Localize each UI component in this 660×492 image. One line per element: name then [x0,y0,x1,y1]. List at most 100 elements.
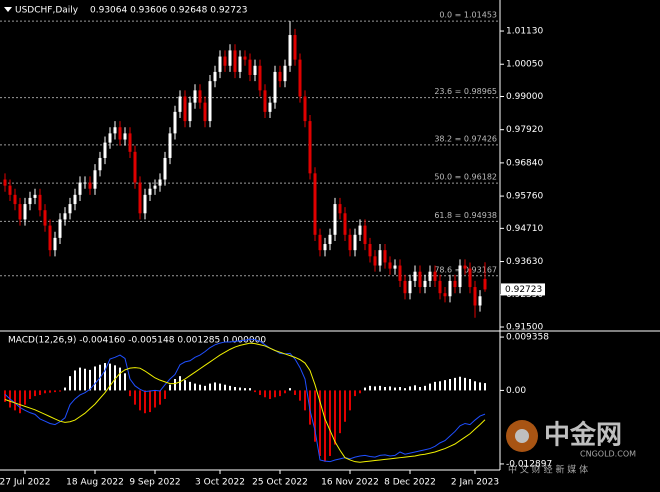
candle-body [133,151,137,183]
histogram-bar [79,367,81,391]
candle-body [78,182,82,195]
histogram-bar [64,387,66,391]
histogram-bar [134,390,136,405]
histogram-bar [54,390,56,393]
histogram-bar [384,386,386,391]
y-tick-label: 0.00 [506,386,526,396]
candle-body [68,204,72,214]
candle-body [198,90,202,103]
site: CNGOLD.COM [580,450,636,459]
histogram-bar [174,379,176,391]
candle-body [13,194,17,205]
candle-body [423,280,427,288]
fib-label: 50.0 = 0.96182 [434,173,497,182]
chart-title: USDCHF,Daily [15,6,79,16]
histogram-bar [124,373,126,391]
histogram-bar [269,390,271,399]
candle-body [183,96,187,122]
candle-body [353,234,357,251]
candle-body [463,265,467,269]
candle-body [28,197,32,205]
candle-body [393,265,397,269]
histogram-bar [334,390,336,445]
candle-body [363,225,367,245]
candle-body [8,185,12,195]
x-tick-label: 27 Jul 2022 [0,478,50,488]
candle-body [203,102,207,122]
candle-body [378,250,382,266]
histogram-bar [239,387,241,391]
candle-body [308,121,312,174]
candle-body [318,234,322,251]
histogram-bar [24,390,26,405]
candle-body [43,210,47,226]
histogram-bar [184,380,186,391]
histogram-bar [114,365,116,391]
histogram-bar [284,390,286,394]
candle-body [128,133,132,152]
candle-body [413,271,417,281]
candle-body [343,213,347,235]
histogram-bar [469,379,471,391]
macd-title: MACD(12,26,9) -0.004160 -0.005148 0.0012… [8,336,266,346]
candle-body [218,56,222,72]
histogram-bar [304,390,306,411]
candle-body [188,102,192,122]
histogram-bar [109,363,111,391]
candle-body [383,250,387,263]
last-price-box [501,283,545,296]
histogram-bar [224,384,226,391]
candle-body [113,127,117,134]
histogram-bar [339,390,341,434]
candle-body [53,237,57,251]
candle-body [228,50,232,66]
candle-body [103,142,107,158]
brand: 中金网 [544,420,622,451]
histogram-bar [209,383,211,391]
candle-body [288,35,292,66]
histogram-bar [264,390,266,398]
y-tick-label: 0.95760 [506,192,543,202]
candle-body [438,280,442,294]
histogram-bar [479,382,481,391]
candle-body [33,194,37,198]
candle-body [323,244,327,251]
candle-body [333,204,337,235]
y-tick-label: 1.00050 [506,60,543,70]
candle-body [368,244,372,257]
x-tick-label: 25 Oct 2022 [252,478,308,488]
quote: 0.93064 0.93606 0.92648 0.92723 [90,6,247,16]
candle-body [178,96,182,112]
symbol-icon [4,7,12,12]
candle-body [73,194,77,205]
candle-body [473,287,477,306]
histogram-bar [349,390,351,411]
y-tick-label: 0.94710 [506,224,543,234]
histogram-bar [14,390,16,411]
candle-body [433,271,437,281]
candle-body [428,271,432,281]
candle-body [358,225,362,235]
candle-body [158,179,162,186]
histogram-bar [234,386,236,391]
candle-body [468,268,472,288]
candle-body [453,280,457,288]
histogram-bar [464,377,466,391]
histogram-bar [379,385,381,391]
histogram-bar [344,390,346,422]
candle-body [148,188,152,195]
x-tick-label: 2 Jan 2023 [451,478,499,488]
histogram-bar [409,386,411,391]
fib-label: 23.6 = 0.98965 [434,87,497,96]
candle-body [313,173,317,235]
histogram-bar [139,390,141,411]
candle-body [88,182,92,189]
y-tick-label: 0.97920 [506,125,543,135]
histogram-bar [359,390,361,394]
y-tick-label: 0.009358 [506,333,549,343]
y-tick-label: 0.96840 [506,158,543,168]
y-tick-label: 1.01130 [506,27,543,37]
candle-body [283,65,287,82]
